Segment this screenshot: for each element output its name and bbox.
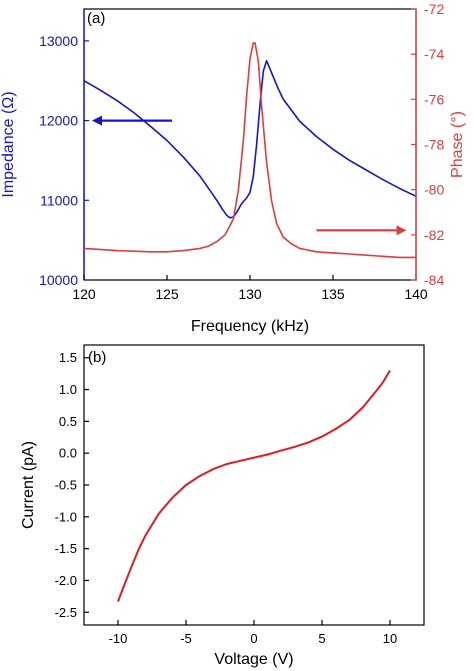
y-axis-label-phase: Phase (°) — [449, 111, 466, 178]
y-right-tick-label: -74 — [424, 46, 444, 62]
x-tick-label: 10 — [383, 631, 397, 646]
x-tick-label: 125 — [155, 286, 179, 302]
y-tick-label: -2.5 — [55, 605, 77, 620]
x-tick-label: 5 — [318, 631, 325, 646]
current-voltage-curve — [117, 369, 391, 602]
y-right-tick-label: -76 — [424, 91, 444, 107]
phase-curve — [83, 42, 416, 259]
panel-a-impedance-phase-chart: 120 125 130 135 140 10000 11000 12000 13000 -84 -8… — [0, 1, 466, 335]
y-tick-label: -0.5 — [55, 478, 77, 493]
tick-marks-a: 120 125 130 135 140 10000 11000 12000 13000 -84 -8… — [39, 1, 444, 302]
x-tick-label: 135 — [321, 286, 345, 302]
y-right-tick-label: -72 — [424, 1, 444, 17]
y-tick-label: 0.0 — [59, 446, 77, 461]
y-right-tick-label: -84 — [424, 272, 444, 288]
x-tick-label: 120 — [72, 286, 96, 302]
y-left-tick-label: 13000 — [39, 33, 78, 49]
y-tick-label: -1.0 — [55, 509, 77, 524]
series-lines-a — [83, 42, 417, 259]
x-tick-label: 130 — [238, 286, 262, 302]
plot-frame-b — [83, 344, 425, 626]
y-right-tick-label: -78 — [424, 137, 444, 153]
y-tick-label: -1.5 — [55, 541, 77, 556]
y-left-tick-label: 11000 — [40, 192, 78, 208]
plot-frame-a — [83, 8, 417, 281]
x-axis-label-b: Voltage (V) — [214, 651, 293, 668]
panel-label-a: (a) — [87, 10, 105, 27]
x-tick-label: 0 — [250, 631, 257, 646]
y-axis-label-current: Current (pA) — [20, 441, 37, 529]
x-axis-label-a: Frequency (kHz) — [191, 318, 309, 335]
panel-label-b: (b) — [88, 349, 106, 366]
y-right-tick-label: -80 — [424, 182, 444, 198]
y-tick-label: 1.5 — [59, 350, 77, 365]
x-tick-label: 140 — [404, 286, 428, 302]
y-axis-label-impedance: Impedance (Ω) — [0, 91, 17, 197]
y-left-tick-label: 12000 — [39, 113, 78, 129]
y-right-tick-label: -82 — [424, 227, 444, 243]
tick-marks-b: -10 -5 0 5 10 -2.5 -2.0 -1.5 -1.0 -0.5 0.0 0.5 1.0 1.… — [55, 350, 398, 646]
panel-b-current-voltage-chart: -10 -5 0 5 10 -2.5 -2.0 -1.5 -1.0 -0.5 0.0 0.5 1.0 1.… — [20, 344, 425, 668]
y-tick-label: 1.0 — [59, 382, 77, 397]
y-left-tick-label: 10000 — [39, 272, 78, 288]
y-tick-label: 0.5 — [59, 414, 77, 429]
x-tick-label: -10 — [109, 631, 128, 646]
y-tick-label: -2.0 — [55, 573, 77, 588]
series-lines-b — [117, 369, 391, 602]
x-tick-label: -5 — [180, 631, 192, 646]
impedance-curve — [83, 59, 417, 219]
